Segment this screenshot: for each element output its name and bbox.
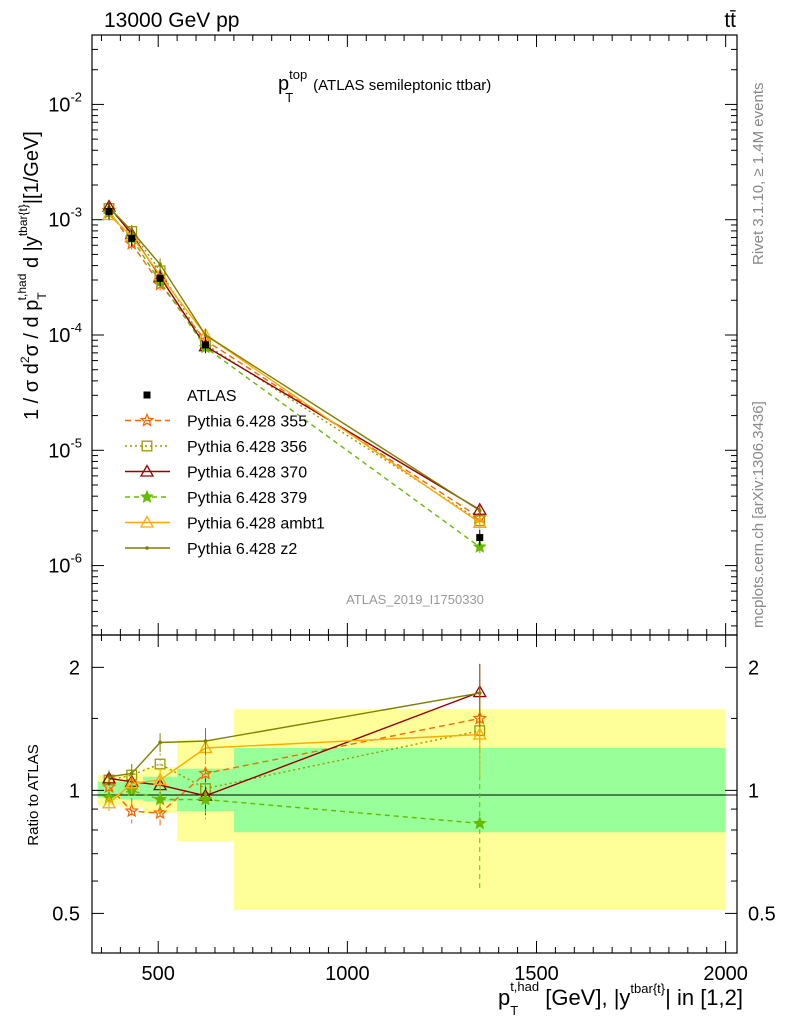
data-marker [105, 207, 113, 215]
legend: ATLAS Pythia 6.428 355 Pythia 6.428 356 Pyt… [125, 388, 325, 558]
legend-label: Pythia 6.428 ambt1 [187, 516, 325, 533]
ratio-y-tick-label-right: 2 [748, 657, 759, 679]
main-series-marker [203, 333, 208, 337]
ratio-series-marker [152, 772, 168, 786]
legend-entry: ATLAS [143, 388, 237, 405]
ratio-series-marker [107, 774, 111, 779]
ratio-y-tick-label: 0.5 [52, 903, 80, 925]
ratio-uncertainty-bands [97, 709, 726, 910]
data-marker [128, 234, 136, 242]
main-y-tick-label: 10-5 [48, 435, 82, 462]
header-right: tt̄ [724, 9, 736, 32]
x-tick-label: 1500 [514, 963, 559, 985]
main-series-marker [472, 539, 487, 553]
x-tick-label: 1000 [325, 963, 370, 985]
legend-marker [139, 515, 155, 528]
legend-entry: Pythia 6.428 379 [125, 489, 307, 507]
ratio-y-tick-label: 2 [69, 657, 80, 679]
data-marker [476, 534, 484, 542]
main-series-line [108, 210, 481, 519]
legend-label: Pythia 6.428 z2 [187, 541, 297, 558]
ratio-frame [91, 634, 738, 954]
ratio-series-marker [129, 771, 134, 776]
legend-label: Pythia 6.428 355 [187, 414, 307, 431]
legend-label: Pythia 6.428 356 [187, 439, 307, 456]
mcplots-label: mcplots.cern.ch [arXiv:1306.3436] [750, 401, 767, 628]
ratio-series-marker [124, 803, 140, 818]
ratio-series-marker [472, 727, 487, 740]
x-tick-label: 500 [142, 963, 175, 985]
legend-marker [139, 412, 155, 427]
ratio-y-axis-label: Ratio to ATLAS [25, 744, 42, 845]
legend-label: Pythia 6.428 379 [187, 490, 307, 507]
main-y-ticks: 10-6 10-5 10-4 10-3 10-2 [48, 34, 737, 627]
x-tick-label: 2000 [703, 963, 748, 985]
main-panel: 10-6 10-5 10-4 10-3 10-2 ptop T(ATLAS semilep… [48, 34, 738, 636]
main-series-marker [158, 262, 162, 267]
plot-title: ptop T(ATLAS semileptonic ttbar) [278, 67, 491, 105]
main-y-axis-label: 1 / σ d2σ / d pTt,had d |ytbar{t}|[1/GeV… [15, 131, 49, 420]
ratio-series-marker [124, 776, 139, 789]
legend-label: Pythia 6.428 370 [187, 465, 307, 482]
ratio-series-layer [101, 663, 488, 891]
ratio-y-ticks: 0.5 0.5 1 1 2 2 [52, 657, 776, 925]
data-marker [201, 341, 209, 349]
legend-entry: Pythia 6.428 z2 [125, 541, 297, 558]
ratio-series-marker [198, 792, 213, 806]
ratio-y-tick-label: 1 [69, 780, 80, 802]
ratio-series-marker [477, 691, 482, 695]
main-series-marker [477, 508, 482, 513]
ratio-x-ticks: 500 1000 1500 2000 [100, 635, 748, 985]
legend-entry: Pythia 6.428 356 [125, 439, 307, 456]
header-left: 13000 GeV pp [104, 9, 239, 32]
legend-marker [141, 440, 153, 452]
data-marker [156, 274, 164, 282]
ratio-series-marker [153, 792, 168, 806]
analysis-watermark: ATLAS_2019_I1750330 [346, 592, 484, 607]
ratio-series-marker [101, 795, 117, 809]
ratio-y-tick-label-right: 0.5 [748, 903, 776, 925]
ratio-series-marker [152, 805, 168, 820]
ratio-panel: 500 1000 1500 2000 0.5 0.5 1 1 2 2 [52, 634, 776, 985]
main-y-tick-label: 10-3 [48, 205, 82, 232]
legend-marker [139, 464, 155, 477]
ratio-series-line [108, 730, 480, 790]
legend-entry: Pythia 6.428 370 [125, 464, 307, 482]
legend-label: ATLAS [187, 388, 237, 405]
legend-entry: Pythia 6.428 355 [125, 412, 307, 431]
ratio-series-marker [203, 739, 208, 743]
main-data-layer [105, 203, 484, 546]
legend-entry: Pythia 6.428 ambt1 [125, 515, 325, 533]
ratio-series-line [108, 789, 480, 825]
x-axis-label: pTt,had [GeV], |ytbar{t}| in [1,2] [498, 979, 743, 1018]
legend-marker [145, 546, 149, 550]
ratio-series-marker [472, 816, 487, 830]
ratio-series-marker [158, 740, 162, 745]
rivet-label: Rivet 3.1.10, ≥ 1.4M events [750, 83, 767, 266]
ratio-y-tick-label-right: 1 [748, 780, 759, 802]
main-y-tick-label: 10-4 [48, 320, 82, 347]
main-x-ticks [100, 35, 727, 635]
legend-marker [143, 391, 151, 399]
main-y-tick-label: 10-2 [48, 89, 82, 116]
ratio-series-marker [198, 765, 213, 780]
legend-marker [140, 489, 154, 503]
main-y-tick-label: 10-6 [48, 551, 82, 578]
main-series-marker [472, 515, 487, 528]
